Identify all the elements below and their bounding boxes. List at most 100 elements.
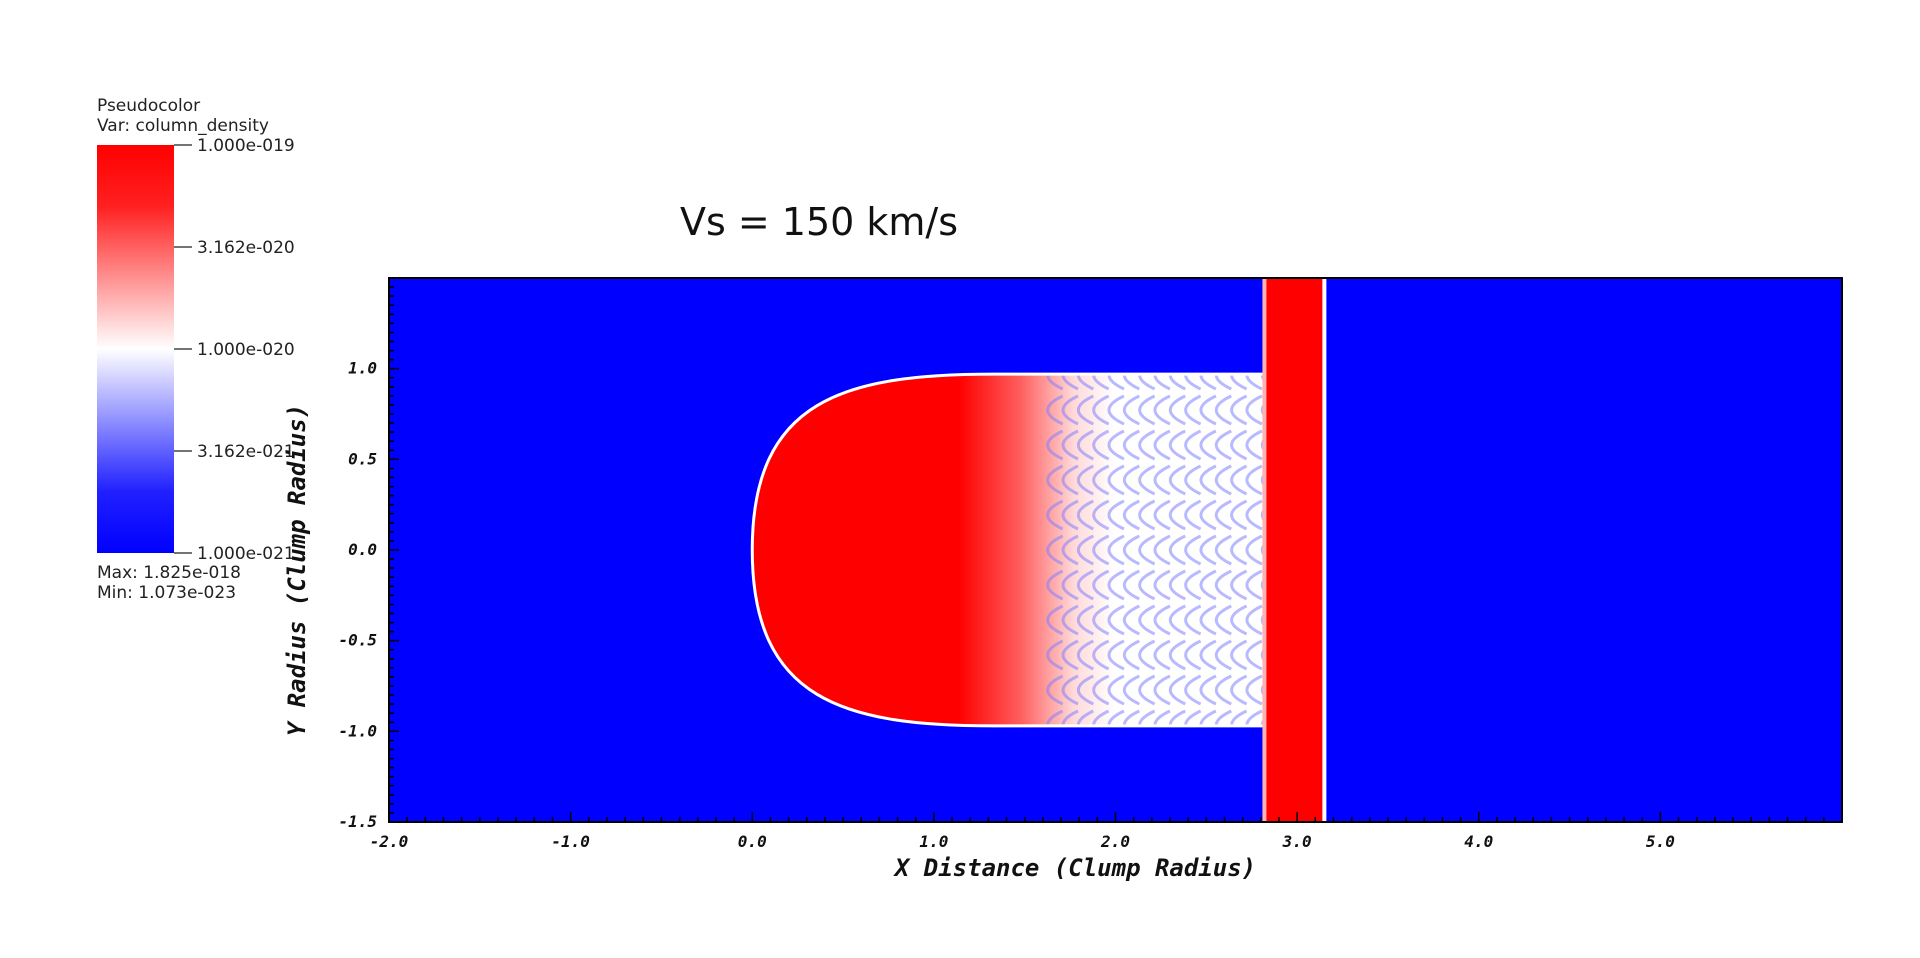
ripple-arc [1184, 639, 1202, 671]
ripple-arc [1230, 569, 1248, 601]
ripple-arc [1061, 569, 1079, 601]
ripple-arc [1230, 499, 1248, 531]
ripple-arc [1214, 639, 1232, 671]
ripple-arc [1138, 674, 1156, 706]
ripple-arc [1199, 534, 1217, 566]
ripple-arc [1199, 569, 1217, 601]
ripple-arc [1107, 569, 1125, 601]
ripple-arc [1260, 674, 1270, 706]
ripple-arc [1122, 639, 1140, 671]
ripple-arc [1122, 569, 1140, 601]
x-tick-label: 4.0 [1464, 832, 1493, 851]
ripple-arc [1153, 464, 1171, 496]
ripple-arc [1230, 394, 1248, 426]
ripple-arc [1076, 604, 1094, 636]
ripple-arc [1046, 534, 1064, 566]
ripple-arc [1245, 674, 1263, 706]
legend-var-label: Var: column_density [97, 116, 269, 136]
ripple-arc [1168, 429, 1186, 461]
ripple-arc [1230, 674, 1248, 706]
x-tick-label: 1.0 [919, 832, 948, 851]
ripple-arc [1199, 499, 1217, 531]
x-axis-title: X Distance (Clump Radius) [893, 854, 1256, 882]
ripple-arc [1168, 464, 1186, 496]
ripple-arc [1122, 674, 1140, 706]
ripple-arc [1061, 534, 1079, 566]
ripple-arc [1138, 569, 1156, 601]
ripple-arc [1076, 464, 1094, 496]
colorbar-tick-label: 1.000e-020 [197, 340, 295, 360]
ripple-arc [1092, 569, 1110, 601]
ripple-arc [1199, 674, 1217, 706]
ripple-arc [1184, 604, 1202, 636]
ripple-arc [1061, 429, 1079, 461]
ripple-arc [1138, 604, 1156, 636]
ripple-arc [1153, 604, 1171, 636]
ripple-arc [1184, 534, 1202, 566]
ripple-arc [1214, 394, 1232, 426]
ripple-arc [1107, 674, 1125, 706]
ripple-arc [1245, 499, 1263, 531]
y-tick-label: 0.5 [348, 449, 377, 468]
ripple-arc [1245, 464, 1263, 496]
colorbar-tick-label: 3.162e-020 [197, 238, 295, 258]
ripple-arc [1184, 674, 1202, 706]
ripple-arc [1168, 569, 1186, 601]
ripple-arc [1061, 394, 1079, 426]
ripple-arc [1092, 394, 1110, 426]
ripple-arc [1245, 569, 1263, 601]
x-tick-label: 2.0 [1100, 832, 1130, 851]
ripple-arc [1199, 394, 1217, 426]
ripple-arc [1153, 394, 1171, 426]
x-axis: -2.0 -1.0 0.0 1.0 2.0 3.0 4.0 5.0 [370, 812, 1843, 851]
y-tick-label: 1.0 [348, 359, 377, 378]
ripple-arc [1260, 604, 1270, 636]
legend-type: Pseudocolor [97, 96, 200, 116]
ripple-arc [1092, 639, 1110, 671]
ripple-arc [1214, 429, 1232, 461]
plot-area [389, 278, 1842, 822]
ripple-arc [1230, 534, 1248, 566]
ripple-arc [1184, 394, 1202, 426]
ripple-arc [1092, 534, 1110, 566]
ripple-arc [1061, 464, 1079, 496]
ripple-arc [1260, 394, 1270, 426]
ripple-arc [1260, 639, 1270, 671]
shock-band-edge-left [1262, 278, 1267, 822]
ripple-arc [1061, 499, 1079, 531]
ripple-arc [1168, 674, 1186, 706]
x-tick-label: 0.0 [738, 832, 767, 851]
ripple-arc [1153, 499, 1171, 531]
ripple-arc [1260, 499, 1270, 531]
ripple-arc [1107, 499, 1125, 531]
ripple-arc [1061, 639, 1079, 671]
ripple-arc [1076, 569, 1094, 601]
ripple-arc [1260, 569, 1270, 601]
ripple-arc [1092, 499, 1110, 531]
ripple-arc [1214, 604, 1232, 636]
ripple-arc [1092, 604, 1110, 636]
ripple-arc [1046, 429, 1064, 461]
ripple-arc [1214, 499, 1232, 531]
ripple-arc [1153, 429, 1171, 461]
x-tick-label: 5.0 [1646, 832, 1675, 851]
shock-band-edge [1322, 278, 1327, 822]
ripple-arc [1214, 464, 1232, 496]
x-tick-label: -1.0 [551, 832, 590, 851]
ripple-arc [1199, 429, 1217, 461]
ripple-arc [1122, 534, 1140, 566]
ripple-arc [1046, 569, 1064, 601]
ripple-arc [1061, 674, 1079, 706]
ripple-arc [1046, 499, 1064, 531]
ripple-arc [1168, 394, 1186, 426]
ripple-arc [1092, 464, 1110, 496]
ripple-arc [1199, 639, 1217, 671]
ripple-arc [1076, 499, 1094, 531]
ripple-arc [1214, 674, 1232, 706]
y-tick-label: -0.5 [338, 631, 377, 650]
ripple-arc [1230, 429, 1248, 461]
ripple-arc [1184, 499, 1202, 531]
shock-band [1264, 278, 1325, 822]
clump-body [752, 374, 1270, 726]
